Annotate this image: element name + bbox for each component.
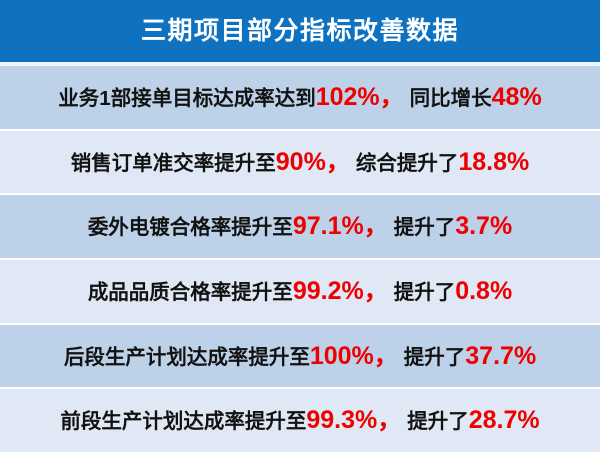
metric-mid-text: 提升了 (393, 216, 456, 240)
metric-line: 成品品质合格率提升至99.2%， 提升了0.8% (87, 276, 513, 305)
metric-value-secondary: 3.7% (455, 212, 513, 241)
metric-lead-text: 成品品质合格率提升至 (87, 280, 293, 304)
page-title: 三期项目部分指标改善数据 (140, 16, 459, 45)
metric-mid-text: 综合提升了 (355, 151, 459, 175)
metric-mid-text: 提升了 (407, 410, 469, 434)
metric-value-primary: 99.2%， (292, 276, 389, 305)
list-item: 销售订单准交率提升至90%， 综合提升了18.8% (0, 130, 600, 196)
metric-value-secondary: 48% (491, 82, 542, 111)
metric-lead-text: 业务1部接单目标达成率达到 (58, 86, 316, 110)
metric-lead-text: 销售订单准交率提升至 (70, 151, 276, 175)
metric-line: 委外电镀合格率提升至97.1%， 提升了3.7% (88, 214, 512, 239)
metric-mid-text: 同比增长 (409, 86, 492, 110)
metric-line: 前段生产计划达成率提升至99.3%， 提升了28.7% (60, 408, 539, 433)
metric-value-primary: 100%， (309, 341, 399, 370)
list-item: 委外电镀合格率提升至97.1%， 提升了3.7% (0, 195, 600, 261)
metric-mid-text: 提升了 (393, 280, 456, 304)
metric-lead-text: 前段生产计划达成率提升至 (60, 410, 307, 434)
metric-mid-text: 提升了 (403, 345, 466, 369)
metric-value-primary: 99.3%， (306, 406, 403, 435)
list-item: 成品品质合格率提升至99.2%， 提升了0.8% (0, 260, 600, 325)
metric-line: 后段生产计划达成率提升至100%， 提升了37.7% (63, 341, 537, 370)
header-underline (0, 62, 600, 66)
metric-value-secondary: 18.8% (458, 147, 530, 176)
metric-value-secondary: 28.7% (468, 406, 540, 435)
list-item: 前段生产计划达成率提升至99.3%， 提升了28.7% (0, 389, 600, 452)
metric-value-primary: 102%， (315, 82, 405, 111)
metrics-list: 业务1部接单目标达成率达到102%， 同比增长48% 销售订单准交率提升至90%，… (0, 66, 600, 452)
list-item: 业务1部接单目标达成率达到102%， 同比增长48% (0, 66, 600, 131)
metric-lead-text: 委外电镀合格率提升至 (87, 216, 293, 240)
header-banner: 三期项目部分指标改善数据 (0, 0, 600, 62)
list-item: 后段生产计划达成率提升至100%， 提升了37.7% (0, 324, 600, 390)
metric-line: 销售订单准交率提升至90%， 综合提升了18.8% (70, 147, 530, 176)
metric-line: 业务1部接单目标达成率达到102%， 同比增长48% (58, 82, 542, 111)
metric-lead-text: 后段生产计划达成率提升至 (63, 345, 310, 369)
metric-value-secondary: 37.7% (465, 341, 537, 370)
metric-value-secondary: 0.8% (455, 276, 513, 305)
metric-value-primary: 90%， (275, 147, 351, 176)
metric-value-primary: 97.1%， (292, 212, 389, 241)
